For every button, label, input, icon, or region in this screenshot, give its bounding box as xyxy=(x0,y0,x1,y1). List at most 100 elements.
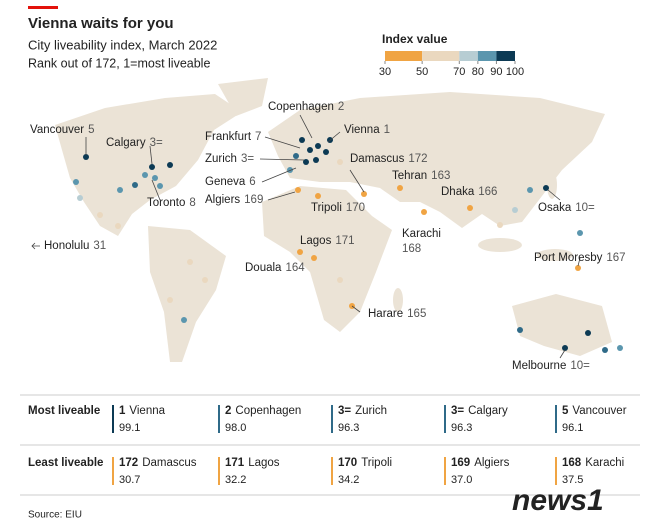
entry-rank: 169 xyxy=(451,457,470,469)
entry-city: Algiers xyxy=(474,457,509,469)
entry-rank: 171 xyxy=(225,457,245,469)
entry-bar xyxy=(112,457,114,485)
legend-band xyxy=(459,51,478,61)
entry-name: 168 Karachi xyxy=(562,457,624,469)
city-rank: 163 xyxy=(431,170,450,182)
entry-rank: 172 xyxy=(119,457,138,469)
entry-city: Damascus xyxy=(142,457,197,469)
city-name: Port Moresby xyxy=(534,252,603,264)
entry-value: 34.2 xyxy=(338,474,359,486)
city-name: Damascus xyxy=(350,153,405,165)
city-name: Calgary xyxy=(106,137,146,149)
city-name: Zurich xyxy=(205,153,237,165)
city-name: Honolulu xyxy=(44,240,89,252)
city-name: Melbourne xyxy=(512,360,566,372)
entry-name: 5 Vancouver xyxy=(562,405,627,417)
entry-bar xyxy=(112,405,114,433)
entry-name: 3= Zurich xyxy=(338,405,387,417)
legend-band xyxy=(496,51,515,61)
entry-city: Lagos xyxy=(248,457,280,469)
entry-value: 99.1 xyxy=(119,422,140,434)
map-label: Osaka 10= xyxy=(538,202,595,214)
entry-city: Calgary xyxy=(468,405,508,417)
entry-name: 169 Algiers xyxy=(451,457,510,469)
entry-name: 2 Copenhagen xyxy=(225,405,301,417)
map-label: Karachi 168 xyxy=(402,228,441,255)
city-name: Frankfurt xyxy=(205,131,252,143)
table-label: Least liveable xyxy=(28,457,103,469)
map-label: Port Moresby 167 xyxy=(534,252,626,264)
city-name: Tripoli xyxy=(311,202,342,214)
city-name: Copenhagen xyxy=(268,101,334,113)
entry-name: 171 Lagos xyxy=(225,457,280,469)
city-rank: 167 xyxy=(606,252,625,264)
map-label: Calgary 3= xyxy=(106,137,163,149)
entry-name: 172 Damascus xyxy=(119,457,197,469)
legend-tick-label: 90 xyxy=(490,66,502,78)
city-rank: 3= xyxy=(241,153,254,165)
entry-name: 1 Vienna xyxy=(119,405,166,417)
entry-bar xyxy=(331,405,333,433)
city-name: Dhaka xyxy=(441,186,475,198)
city-name: Douala xyxy=(245,262,282,274)
legend-tick-label: 30 xyxy=(379,66,391,78)
entry-value: 37.0 xyxy=(451,474,472,486)
city-rank: 1 xyxy=(384,124,390,136)
legend-tick-label: 70 xyxy=(453,66,465,78)
city-rank: 6 xyxy=(249,176,255,188)
watermark: news1 xyxy=(512,484,604,517)
map-label: Algiers 169 xyxy=(205,194,263,206)
legend-tick-label: 80 xyxy=(472,66,484,78)
map-label: Dhaka 166 xyxy=(441,186,497,198)
legend-band xyxy=(422,51,460,61)
city-rank: 164 xyxy=(285,262,305,274)
entry-city: Karachi xyxy=(585,457,624,469)
city-rank: 171 xyxy=(335,235,354,247)
map-label: Tehran 163 xyxy=(392,170,450,182)
map-label: Lagos 171 xyxy=(300,235,355,247)
entry-bar xyxy=(444,457,446,485)
note: Rank out of 172, 1=most liveable xyxy=(28,56,210,70)
entry-rank: 3= xyxy=(338,405,351,417)
entry-value: 96.3 xyxy=(451,422,472,434)
entry-value: 98.0 xyxy=(225,422,246,434)
entry-bar xyxy=(218,457,220,485)
city-rank: 3= xyxy=(150,137,163,149)
entry-name: 170 Tripoli xyxy=(338,457,392,469)
entry-name: 3= Calgary xyxy=(451,405,508,417)
city-rank: 8 xyxy=(189,197,195,209)
map-label: Vancouver 5 xyxy=(30,124,95,136)
legend-title: Index value xyxy=(382,32,448,46)
city-name: Harare xyxy=(368,308,403,320)
city-name: Lagos xyxy=(300,235,332,247)
city-rank: 169 xyxy=(244,194,263,206)
entry-bar xyxy=(218,405,220,433)
entry-city: Vienna xyxy=(129,405,165,417)
entry-city: Tripoli xyxy=(361,457,392,469)
entry-city: Zurich xyxy=(355,405,387,417)
city-name: Vancouver xyxy=(30,124,84,136)
map-label: Vienna 1 xyxy=(344,124,390,136)
entry-value: 37.5 xyxy=(562,474,583,486)
entry-value: 30.7 xyxy=(119,474,140,486)
leader-lines xyxy=(31,114,581,359)
map-label: Tripoli 170 xyxy=(311,202,365,214)
entry-bar xyxy=(331,457,333,485)
city-name: Algiers xyxy=(205,194,240,206)
city-name: Karachi xyxy=(402,228,441,240)
map-label: Geneva 6 xyxy=(205,176,256,188)
accent-bar xyxy=(28,6,58,9)
map-label: Douala 164 xyxy=(245,262,305,274)
map-label: Frankfurt 7 xyxy=(205,131,261,143)
city-rank: 5 xyxy=(88,124,94,136)
city-rank: 166 xyxy=(478,186,497,198)
legend-tick-label: 50 xyxy=(416,66,428,78)
city-rank: 2 xyxy=(338,101,344,113)
entry-bar xyxy=(555,457,557,485)
entry-value: 32.2 xyxy=(225,474,246,486)
legend-band xyxy=(385,51,423,61)
city-name: Tehran xyxy=(392,170,427,182)
map-label: Toronto 8 xyxy=(147,197,196,209)
entry-rank: 168 xyxy=(562,457,582,469)
source: Source: EIU xyxy=(28,510,82,521)
